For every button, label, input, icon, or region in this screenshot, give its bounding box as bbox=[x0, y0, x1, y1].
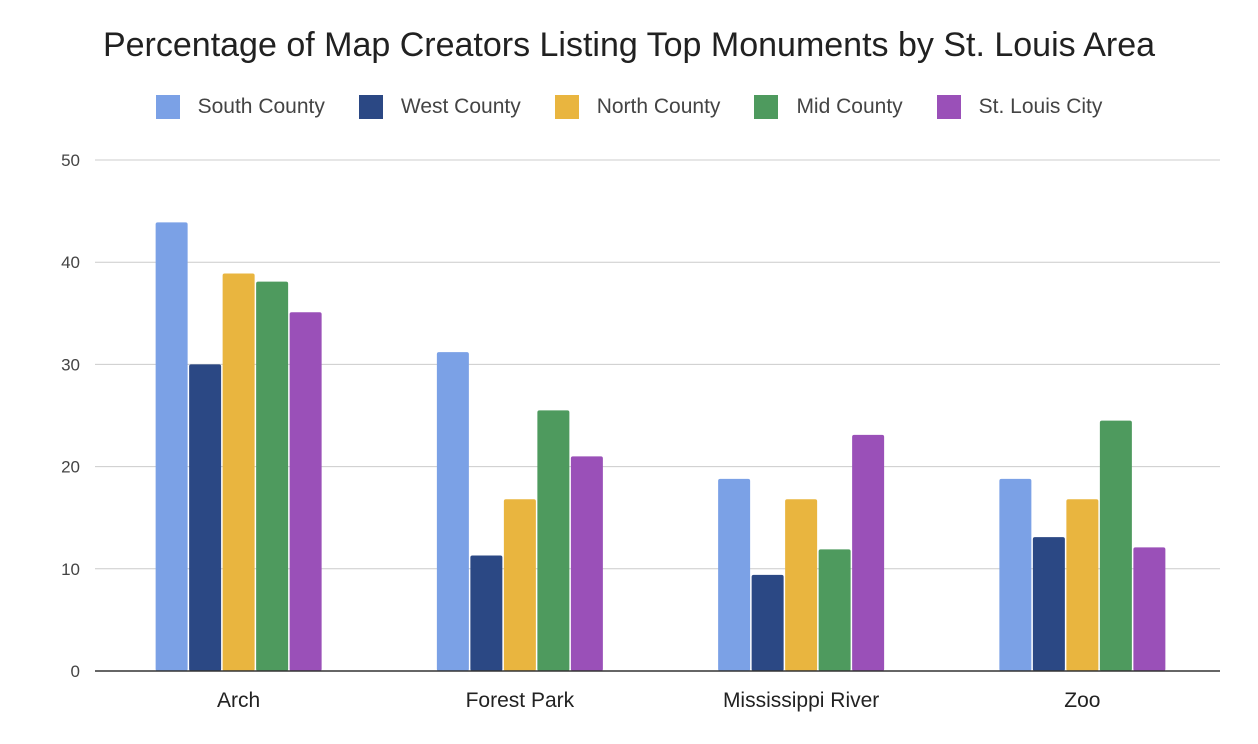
bar-arch-mid-county bbox=[256, 281, 289, 671]
bar-mississippi-river-st-louis-city bbox=[852, 434, 885, 671]
bar-mississippi-river-north-county bbox=[785, 499, 818, 671]
legend-swatch-st-louis-city bbox=[936, 95, 961, 119]
bar-mississippi-river-south-county bbox=[718, 478, 751, 671]
bar-zoo-st-louis-city bbox=[1133, 547, 1166, 671]
bar-arch-st-louis-city bbox=[289, 312, 322, 671]
legend-label-south-county: South County bbox=[197, 95, 325, 118]
legend-item-north-county: North County bbox=[554, 95, 721, 119]
y-tick-label: 10 bbox=[61, 560, 80, 579]
legend-swatch-west-county bbox=[358, 95, 383, 119]
y-tick-label: 50 bbox=[61, 151, 80, 170]
y-axis-tick-labels: 0 10 20 30 40 50 bbox=[61, 151, 80, 681]
x-category-label-zoo: Zoo bbox=[1064, 689, 1100, 712]
legend-label-north-county: North County bbox=[596, 95, 721, 118]
y-tick-label: 20 bbox=[61, 458, 80, 477]
x-category-label-mississippi-river: Mississippi River bbox=[723, 689, 879, 712]
bar-arch-south-county bbox=[155, 222, 188, 672]
bar-zoo-mid-county bbox=[1099, 420, 1132, 671]
y-tick-label: 40 bbox=[61, 253, 80, 272]
bars bbox=[155, 222, 1166, 672]
bar-mississippi-river-mid-county bbox=[818, 549, 851, 671]
legend-item-west-county: West County bbox=[358, 95, 521, 119]
bar-arch-north-county bbox=[222, 273, 255, 671]
legend-swatch-south-county bbox=[155, 95, 180, 119]
bar-forest-park-south-county bbox=[436, 352, 469, 671]
chart-title: Percentage of Map Creators Listing Top M… bbox=[102, 26, 1156, 64]
y-tick-label: 30 bbox=[61, 355, 80, 374]
legend-item-st-louis-city: St. Louis City bbox=[936, 95, 1103, 119]
legend-label-mid-county: Mid County bbox=[796, 95, 903, 118]
x-category-label-forest-park: Forest Park bbox=[466, 689, 575, 712]
bar-zoo-south-county bbox=[999, 478, 1032, 671]
legend-label-st-louis-city: St. Louis City bbox=[978, 95, 1103, 118]
chart-legend: South County West County North County Mi… bbox=[0, 92, 1258, 122]
legend-label-west-county: West County bbox=[400, 95, 521, 118]
bar-forest-park-north-county bbox=[503, 499, 536, 671]
legend-item-mid-county: Mid County bbox=[754, 95, 903, 119]
bar-zoo-west-county bbox=[1032, 537, 1065, 671]
bar-arch-west-county bbox=[189, 364, 222, 671]
y-tick-label: 0 bbox=[71, 662, 80, 681]
bar-mississippi-river-west-county bbox=[751, 574, 784, 671]
legend-swatch-north-county bbox=[554, 95, 579, 119]
bar-forest-park-west-county bbox=[470, 555, 503, 671]
legend-item-south-county: South County bbox=[155, 95, 325, 119]
bar-forest-park-st-louis-city bbox=[570, 456, 603, 671]
legend-swatch-mid-county bbox=[754, 95, 779, 119]
x-axis-category-labels: Arch Forest Park Mississippi River Zoo bbox=[217, 689, 1100, 712]
bar-forest-park-mid-county bbox=[537, 410, 570, 671]
bar-zoo-north-county bbox=[1066, 499, 1099, 671]
x-category-label-arch: Arch bbox=[217, 689, 260, 712]
